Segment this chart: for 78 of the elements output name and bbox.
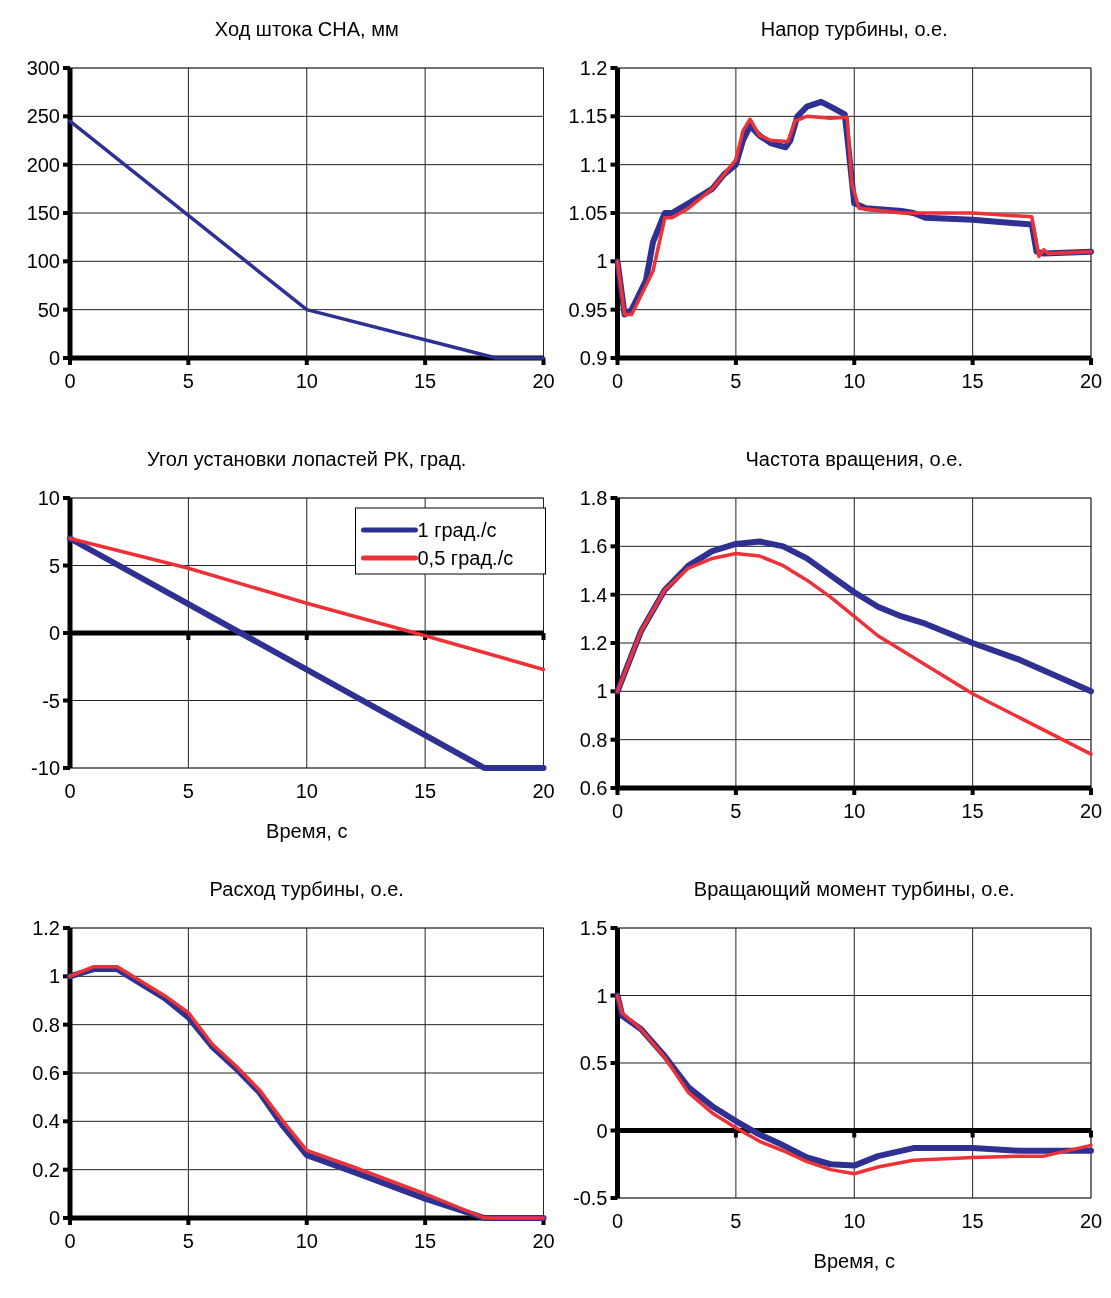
x-tick-label: 20 — [532, 780, 555, 802]
legend-label: 1 град./с — [417, 519, 497, 541]
y-tick-label: 1.5 — [579, 917, 608, 939]
y-tick-label: 1.2 — [32, 917, 60, 939]
x-tick-label: 10 — [843, 370, 866, 392]
y-tick-label: 1.2 — [579, 632, 608, 654]
x-tick-label: 10 — [295, 370, 318, 392]
chart-title: Вращающий момент турбины, о.е. — [693, 878, 1015, 900]
y-tick-label: 0.95 — [568, 298, 608, 321]
y-tick-label: 1.1 — [579, 153, 608, 176]
y-tick-label: 5 — [48, 554, 60, 577]
x-tick-label: 10 — [295, 780, 318, 802]
y-tick-label: -5 — [42, 689, 60, 712]
y-tick-label: 0 — [596, 1119, 608, 1142]
chart-title: Частота вращения, о.е. — [745, 448, 963, 470]
x-tick-label: 15 — [961, 370, 984, 392]
y-tick-label: 1 — [596, 250, 608, 273]
legend-label: 0,5 град./с — [417, 547, 514, 569]
y-tick-label: 50 — [37, 298, 60, 321]
y-tick-label: 0.8 — [32, 1013, 60, 1036]
chart-title: Угол установки лопастей РК, град. — [147, 448, 467, 470]
y-tick-label: 0.8 — [579, 728, 608, 751]
x-tick-label: 0 — [64, 370, 76, 392]
y-tick-label: 200 — [26, 153, 60, 176]
y-tick-label: 250 — [26, 105, 60, 128]
chart-title: Напор турбины, о.е. — [760, 18, 948, 40]
y-tick-label: 0.9 — [579, 347, 608, 369]
x-tick-label: 20 — [1079, 1210, 1103, 1232]
x-tick-label: 10 — [843, 1210, 866, 1232]
x-tick-label: 10 — [843, 800, 866, 822]
x-tick-label: 5 — [730, 370, 742, 392]
y-tick-label: 0 — [48, 622, 60, 644]
x-tick-label: 10 — [295, 1230, 318, 1252]
y-tick-label: -0.5 — [573, 1187, 608, 1209]
y-tick-label: 150 — [26, 202, 60, 224]
y-tick-label: 1.15 — [568, 105, 608, 128]
x-tick-label: 15 — [414, 370, 437, 392]
y-tick-label: 1.6 — [579, 535, 608, 558]
x-tick-label: 5 — [182, 1230, 194, 1252]
y-tick-label: 1.05 — [568, 202, 608, 224]
y-tick-label: 0.4 — [32, 1110, 60, 1133]
x-tick-label: 0 — [611, 1210, 624, 1232]
x-tick-label: 20 — [1079, 370, 1103, 392]
y-tick-label: -10 — [31, 757, 60, 779]
y-tick-label: 300 — [26, 57, 60, 79]
x-tick-label: 15 — [961, 800, 984, 822]
y-tick-label: 1.2 — [579, 57, 608, 79]
y-tick-label: 0.6 — [32, 1062, 60, 1084]
x-tick-label: 20 — [532, 370, 555, 392]
y-tick-label: 1 — [596, 680, 608, 703]
x-axis-title: Время, с — [266, 820, 348, 842]
chart-title: Расход турбины, о.е. — [209, 878, 404, 900]
y-tick-label: 0 — [48, 347, 60, 369]
y-tick-label: 1 — [48, 965, 60, 988]
x-tick-label: 5 — [730, 1210, 742, 1232]
x-tick-label: 0 — [611, 370, 624, 392]
x-tick-label: 0 — [611, 800, 624, 822]
x-axis-title: Время, с — [813, 1250, 895, 1272]
x-tick-label: 0 — [64, 780, 76, 802]
y-tick-label: 100 — [26, 250, 60, 273]
x-tick-label: 20 — [1079, 800, 1103, 822]
y-tick-label: 10 — [37, 487, 60, 509]
x-tick-label: 5 — [182, 370, 194, 392]
y-tick-label: 0.6 — [579, 777, 608, 799]
x-tick-label: 15 — [961, 1210, 984, 1232]
y-tick-label: 1.4 — [579, 583, 608, 606]
x-tick-label: 0 — [64, 1230, 76, 1252]
y-tick-label: 0.5 — [579, 1052, 608, 1074]
x-tick-label: 20 — [532, 1230, 555, 1252]
y-tick-label: 1.8 — [579, 487, 608, 509]
chart-title: Ход штока СНА, мм — [214, 18, 399, 40]
x-tick-label: 15 — [414, 780, 437, 802]
y-tick-label: 0.2 — [32, 1158, 60, 1181]
line-series — [615, 551, 1093, 756]
x-tick-label: 5 — [730, 800, 742, 822]
x-tick-label: 15 — [414, 1230, 437, 1252]
y-tick-label: 1 — [596, 984, 608, 1007]
x-tick-label: 5 — [182, 780, 194, 802]
